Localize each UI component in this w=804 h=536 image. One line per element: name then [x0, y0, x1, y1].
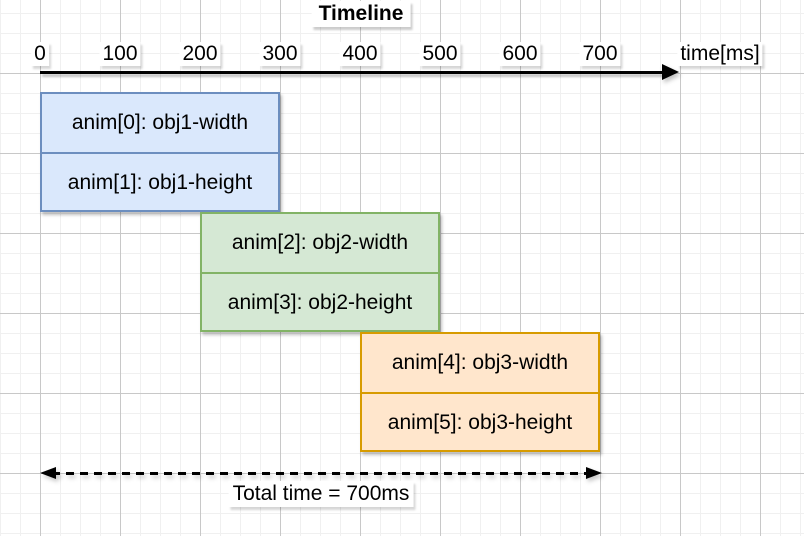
bar-label: anim[1]: obj1-height: [67, 171, 253, 194]
axis-tick-label: 300: [259, 42, 301, 66]
axis-tick-label: 500: [419, 42, 461, 66]
timeline-bar-group-obj3: anim[4]: obj3-width anim[5]: obj3-height: [360, 332, 600, 452]
arrow-right-head-icon: [586, 467, 602, 479]
diagram-title: Timeline: [311, 1, 411, 27]
timeline-bar-group-obj2: anim[2]: obj2-width anim[3]: obj2-height: [200, 212, 440, 332]
timeline-bar: anim[0]: obj1-width: [42, 94, 278, 154]
bar-label: anim[5]: obj3-height: [387, 411, 573, 434]
timeline-bar: anim[5]: obj3-height: [362, 394, 598, 452]
time-axis-line: [40, 71, 664, 74]
axis-unit-label: time[ms]: [677, 42, 763, 66]
bar-label: anim[2]: obj2-width: [231, 231, 409, 254]
arrow-left-head-icon: [40, 467, 56, 479]
timeline-bar: anim[1]: obj1-height: [42, 154, 278, 212]
timeline-bar: anim[2]: obj2-width: [202, 214, 438, 274]
axis-arrowhead-icon: [662, 64, 679, 80]
timeline-bar: anim[3]: obj2-height: [202, 274, 438, 332]
axis-tick-label: 100: [99, 42, 141, 66]
axis-tick-label: 600: [499, 42, 541, 66]
total-time-label: Total time = 700ms: [228, 481, 414, 507]
axis-tick-label: 0: [31, 42, 49, 66]
dashed-line: [52, 472, 590, 475]
axis-tick-label: 700: [579, 42, 621, 66]
timeline-bar: anim[4]: obj3-width: [362, 334, 598, 394]
timeline-bar-group-obj1: anim[0]: obj1-width anim[1]: obj1-height: [40, 92, 280, 212]
axis-tick-label: 200: [179, 42, 221, 66]
bar-label: anim[0]: obj1-width: [71, 111, 249, 134]
bar-label: anim[4]: obj3-width: [391, 351, 569, 374]
axis-tick-label: 400: [339, 42, 381, 66]
total-time-arrow: [40, 466, 602, 480]
bar-label: anim[3]: obj2-height: [227, 291, 413, 314]
